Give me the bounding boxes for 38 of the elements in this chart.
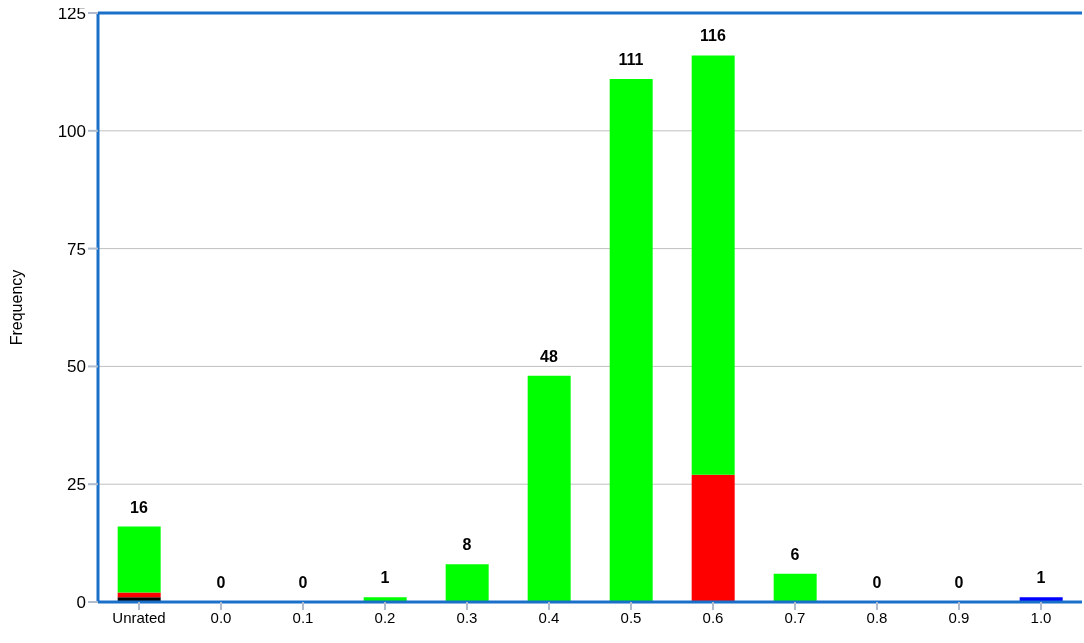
y-tick-label: 75 — [67, 239, 86, 259]
bar — [691, 474, 735, 602]
total-label: 0 — [216, 574, 226, 591]
bar — [609, 78, 653, 602]
y-tick-label: 50 — [67, 357, 86, 377]
x-tick-label: 0.0 — [210, 608, 232, 626]
x-tick-label: 0.2 — [374, 608, 396, 626]
x-tick-label: Unrated — [112, 608, 166, 626]
total-label: 116 — [700, 27, 727, 45]
x-tick-label: 0.6 — [702, 608, 724, 626]
total-label: 111 — [618, 50, 644, 68]
bar — [527, 375, 571, 602]
total-label: 1 — [1036, 569, 1046, 587]
x-tick-label: 0.3 — [456, 608, 478, 626]
total-label: 48 — [540, 347, 558, 365]
total-label: 1 — [380, 569, 390, 587]
y-axis-title: Frequency — [7, 269, 25, 346]
bar — [691, 55, 735, 475]
x-tick-label: 0.7 — [784, 608, 806, 626]
total-label: 8 — [462, 536, 472, 554]
total-label: 6 — [790, 545, 800, 563]
bar — [117, 526, 161, 593]
x-tick-label: 0.1 — [292, 608, 314, 626]
total-label: 0 — [872, 574, 882, 591]
x-tick-label: 1.0 — [1030, 608, 1052, 626]
x-tick-label: 0.4 — [538, 608, 560, 626]
bar — [773, 573, 817, 602]
x-tick-label: 0.5 — [620, 608, 642, 626]
y-tick-label: 25 — [67, 475, 86, 495]
x-tick-label: 0.9 — [948, 608, 970, 626]
total-label: 0 — [298, 574, 308, 591]
y-tick-label: 125 — [57, 4, 86, 24]
total-label: 0 — [954, 574, 964, 591]
y-tick-label: 0 — [76, 593, 86, 613]
x-tick-label: 0.8 — [866, 608, 888, 626]
bar — [445, 564, 489, 602]
total-label: 16 — [130, 498, 148, 516]
y-tick-label: 100 — [57, 121, 86, 141]
